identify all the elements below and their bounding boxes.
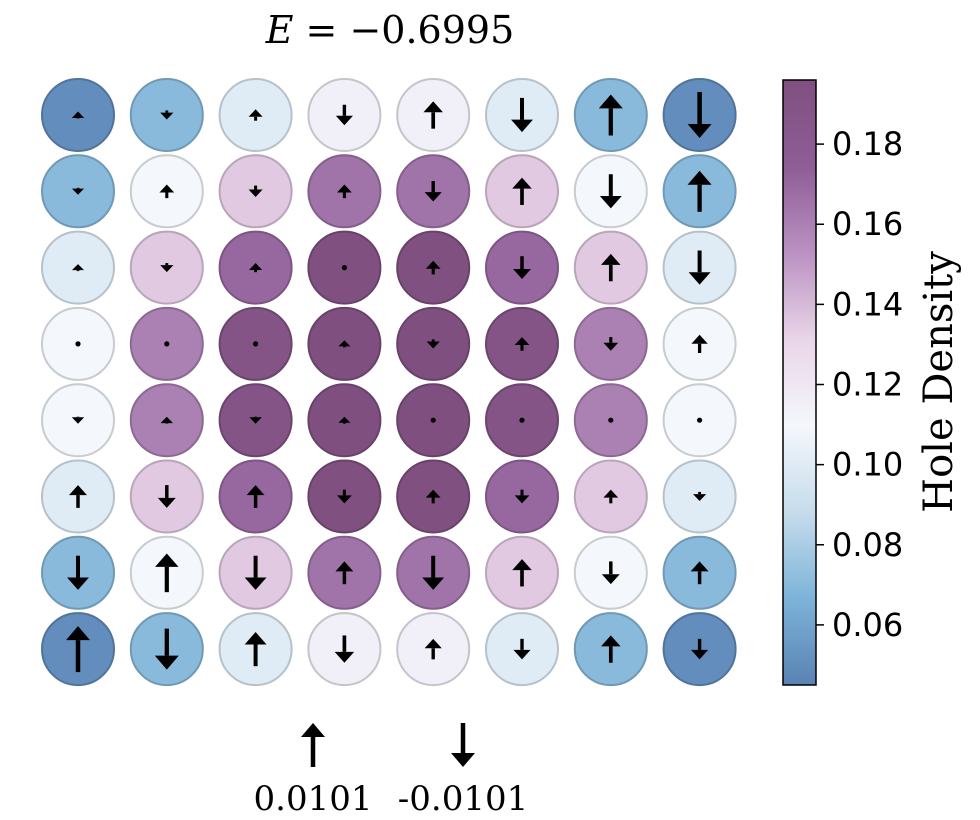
- spin-arrow-5-2: [246, 485, 265, 508]
- spin-arrow-2-3: [341, 265, 347, 271]
- spin-arrow-6-1: [155, 553, 179, 593]
- colorbar-tick-label: 0.14: [832, 285, 903, 323]
- spin-arrow-5-7: [693, 491, 707, 502]
- legend-arrow-up: [301, 723, 325, 767]
- colorbar-tick-label: 0.12: [832, 366, 903, 404]
- colorbar-bar: [782, 79, 817, 686]
- spin-arrow-0-1: [160, 110, 174, 120]
- spin-arrow-0-6: [598, 94, 623, 136]
- spin-arrow-7-3: [334, 635, 355, 663]
- spin-arrow-5-3: [337, 489, 352, 504]
- spin-arrow-1-1: [159, 184, 175, 199]
- spin-arrow-1-5: [512, 177, 532, 205]
- colorbar-tick-label: 0.16: [832, 205, 903, 243]
- spin-arrow-3-1: [164, 341, 170, 347]
- colorbar-tick-label: 0.18: [832, 125, 903, 163]
- spin-arrow-0-2: [248, 109, 263, 121]
- spin-arrow-0-4: [423, 101, 443, 129]
- spin-arrow-6-0: [67, 555, 89, 590]
- spin-arrow-7-5: [513, 638, 531, 660]
- spin-arrow-1-7: [687, 170, 712, 212]
- spin-arrow-6-7: [690, 561, 709, 585]
- spin-arrow-1-0: [72, 187, 84, 195]
- spin-arrow-3-6: [603, 337, 619, 351]
- spin-legend: 0.0101 -0.0101: [254, 723, 528, 819]
- legend-label-up: 0.0101: [254, 779, 373, 819]
- spin-arrow-4-1: [160, 416, 173, 424]
- spin-arrow-4-7: [697, 417, 703, 423]
- title-energy-value: = −0.6995: [305, 8, 515, 52]
- site-grid: [41, 78, 737, 687]
- spin-arrow-2-5: [513, 256, 531, 279]
- spin-arrow-7-6: [601, 635, 621, 663]
- spin-arrow-7-1: [154, 628, 179, 670]
- spin-arrow-7-4: [424, 638, 442, 660]
- spin-arrow-5-6: [603, 489, 619, 504]
- spin-arrow-5-1: [157, 485, 176, 508]
- spin-arrow-0-0: [71, 111, 85, 119]
- title-energy-symbol: E: [265, 8, 294, 52]
- spin-arrow-2-6: [601, 253, 621, 282]
- spin-arrow-1-2: [248, 185, 263, 197]
- spin-arrow-6-6: [601, 561, 620, 585]
- spin-arrow-5-0: [69, 485, 87, 508]
- spin-arrow-0-3: [335, 104, 353, 126]
- legend-arrow-down: [451, 723, 475, 767]
- spin-arrow-4-4: [430, 417, 436, 423]
- spin-arrow-5-5: [514, 489, 530, 504]
- colorbar-tick-label: 0.06: [832, 606, 903, 644]
- colorbar-tick-label: 0.08: [832, 526, 903, 564]
- spin-arrow-0-5: [511, 97, 533, 133]
- spin-arrow-4-0: [71, 416, 85, 424]
- spin-arrow-4-5: [519, 417, 525, 423]
- spin-arrow-2-2: [249, 263, 263, 273]
- spin-arrow-3-5: [514, 337, 530, 351]
- spin-arrow-6-5: [512, 559, 532, 587]
- colorbar: 0.06 0.08 0.10 0.12 0.14 0.16 0.18 Hole Densit…: [782, 79, 962, 686]
- spin-arrow-1-6: [599, 174, 622, 209]
- spin-arrow-7-7: [691, 638, 709, 660]
- colorbar-tick-label: 0.10: [832, 446, 903, 484]
- spin-arrow-4-6: [608, 417, 614, 423]
- spin-arrow-5-4: [425, 489, 441, 504]
- spin-arrow-1-3: [337, 184, 352, 199]
- colorbar-ticks: 0.06 0.08 0.10 0.12 0.14 0.16 0.18: [816, 125, 903, 644]
- spin-arrow-6-4: [422, 555, 445, 590]
- spin-arrow-2-1: [160, 263, 174, 273]
- spin-arrow-6-2: [244, 555, 267, 590]
- legend-label-down: -0.0101: [398, 779, 528, 819]
- chart-title: E = −0.6995: [0, 8, 780, 52]
- spin-arrow-2-4: [425, 260, 441, 275]
- spin-arrow-4-3: [338, 416, 351, 424]
- spin-arrow-3-4: [426, 339, 440, 349]
- spin-arrow-3-0: [75, 341, 81, 347]
- colorbar-label: Hole Density: [916, 251, 962, 513]
- spin-arrow-4-2: [249, 416, 262, 424]
- spin-arrow-3-7: [691, 334, 708, 354]
- spin-arrow-3-3: [338, 340, 351, 348]
- spin-arrow-7-0: [66, 626, 90, 673]
- spin-arrow-0-7: [687, 92, 712, 138]
- spin-arrow-7-2: [244, 632, 267, 667]
- spin-arrow-2-7: [688, 250, 711, 285]
- spin-arrow-6-3: [335, 561, 354, 585]
- spin-arrow-2-0: [72, 264, 84, 272]
- spin-arrow-1-4: [424, 181, 442, 202]
- spin-arrow-3-2: [253, 341, 259, 347]
